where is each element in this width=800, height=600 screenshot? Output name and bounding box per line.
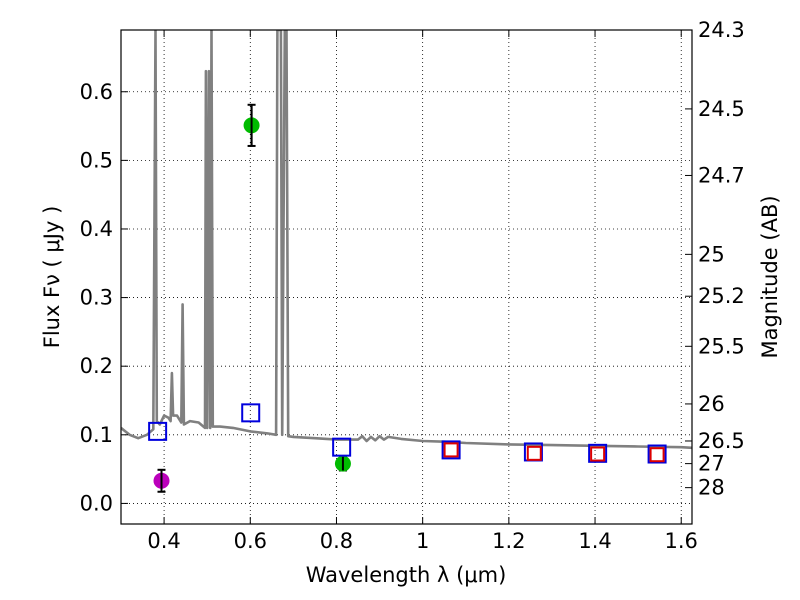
y-tick-label: 0.3 — [80, 286, 113, 310]
y-tick-label: 0.5 — [80, 148, 113, 172]
red-square-marker — [443, 442, 459, 458]
x-tick-label: 1 — [416, 529, 429, 553]
x-tick-label: 0.8 — [320, 529, 353, 553]
red-square-marker — [526, 445, 542, 461]
right-tick-label: 24.5 — [698, 97, 745, 121]
ticks: 0.4 0.6 0.8 1 1.2 1.4 1.6 0.0 0.1 0.2 0.3 0.4 0.5 0.6… — [80, 18, 745, 553]
x-tick-label: 1.6 — [665, 529, 698, 553]
blue-square-marker — [148, 421, 168, 441]
right-tick-label: 25.5 — [698, 334, 745, 358]
marker-layer — [148, 103, 667, 493]
right-tick-label: 26.5 — [698, 429, 745, 453]
sed-layer — [121, 30, 692, 450]
blue-square-marker — [647, 444, 667, 464]
y-tick-label: 0.6 — [80, 80, 113, 104]
plot-frame — [120, 29, 693, 525]
y-tick-label: 0.4 — [80, 217, 113, 241]
y-tick-label: 0.2 — [80, 354, 113, 378]
right-tick-label: 25.2 — [698, 284, 745, 308]
x-tick-label: 1.2 — [492, 529, 525, 553]
blue-square-marker — [241, 403, 261, 423]
right-tick-label: 28 — [698, 476, 725, 500]
right-tick-label: 27 — [698, 452, 725, 476]
x-tick-label: 0.4 — [147, 529, 180, 553]
y-axis-label: Flux Fν ( μJy ) — [40, 206, 64, 349]
blue-square-marker — [588, 443, 608, 463]
right-tick-label: 24.7 — [698, 163, 745, 187]
red-square-marker — [590, 446, 606, 462]
right-tick-label: 26 — [698, 392, 725, 416]
blue-square-marker — [332, 437, 352, 457]
y-tick-label: 0.0 — [80, 491, 113, 515]
x-tick-label: 0.6 — [234, 529, 267, 553]
red-square-marker — [649, 447, 665, 463]
sed-line — [121, 30, 692, 450]
x-tick-label: 1.4 — [578, 529, 611, 553]
plot-area — [121, 30, 692, 493]
right-tick-label: 25 — [698, 242, 725, 266]
right-axis-label: Magnitude (AB) — [758, 195, 782, 358]
y-tick-label: 0.1 — [80, 423, 113, 447]
x-axis-label: Wavelength λ (μm) — [306, 563, 507, 587]
blue-square-marker — [441, 440, 461, 460]
right-tick-label: 24.3 — [698, 18, 745, 42]
